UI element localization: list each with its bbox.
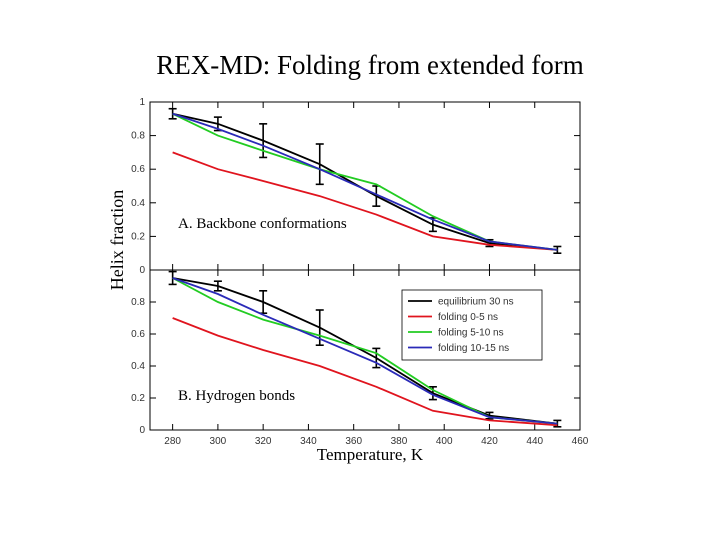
- series-line-folding-0-5-ns: [172, 151, 558, 251]
- series-line-folding-10-15-ns: [172, 277, 558, 425]
- panel-backbone: 0.2 0.4 0.6 0.8 1 A. Backbone conformations: [131, 97, 581, 271]
- legend-label: folding 10-15 ns: [438, 343, 509, 354]
- y-axis-label: Helix fraction: [107, 190, 127, 290]
- y-tick-label: 0.6: [131, 164, 145, 175]
- series-line-folding-0-5-ns: [172, 317, 558, 427]
- x-tick-label: 400: [436, 436, 453, 447]
- x-tick-label: 280: [164, 436, 181, 447]
- y-tick-label: 0.2: [131, 393, 145, 404]
- slide-title: REX-MD: Folding from extended form: [156, 50, 584, 80]
- y-tick-label: 0.4: [131, 361, 145, 372]
- legend-label: folding 5-10 ns: [438, 328, 504, 339]
- x-tick-label: 360: [345, 436, 362, 447]
- x-tick-label: 300: [210, 436, 227, 447]
- x-tick-label: 440: [526, 436, 543, 447]
- x-tick-label: 420: [481, 436, 498, 447]
- x-axis-label: Temperature, K: [317, 445, 424, 464]
- x-tick-label: 320: [255, 436, 272, 447]
- legend-label: equilibrium 30 ns: [438, 297, 514, 308]
- plot-frame: [149, 269, 581, 431]
- y-tick-label: 0.8: [131, 297, 145, 308]
- y-tick-label: 0.8: [131, 131, 145, 142]
- panel-hydrogen-bonds: 0 0.2 0.4 0.6 0.8 0 280 300 320 340 360 380 400 420 44…: [131, 265, 589, 447]
- y-tick-label: 0.2: [131, 231, 145, 242]
- y-tick-label: 0: [139, 425, 145, 436]
- y-tick-label: 0: [139, 265, 145, 276]
- panel-annotation: B. Hydrogen bonds: [178, 388, 295, 404]
- y-tick-label: 0.4: [131, 198, 145, 209]
- y-tick-label: 1: [139, 97, 145, 108]
- x-tick-label: 460: [572, 436, 589, 447]
- panel-annotation: A. Backbone conformations: [178, 216, 347, 232]
- legend-label: folding 0-5 ns: [438, 312, 498, 323]
- x-tick-label: 340: [300, 436, 317, 447]
- x-tick-label: 380: [391, 436, 408, 447]
- y-tick-label: 0.6: [131, 329, 145, 340]
- series-line-folding-10-15-ns: [172, 112, 558, 251]
- series-line-equilibrium-30-ns: [172, 112, 558, 251]
